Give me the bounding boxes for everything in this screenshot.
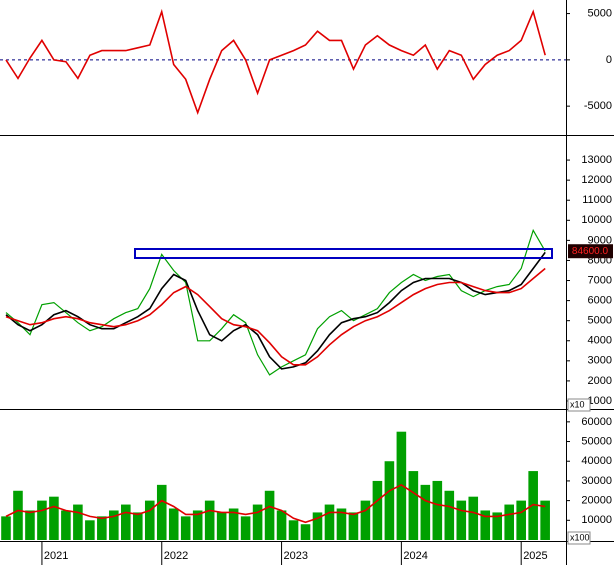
x-tick-label: 2023: [284, 550, 308, 562]
volume-bar: [384, 461, 395, 540]
resistance-box: [134, 248, 553, 259]
y-tick-label: 60000: [581, 416, 612, 428]
y-tick-label: 5000: [588, 315, 612, 327]
volume-bar: [492, 512, 503, 540]
volume-bar: [156, 484, 167, 540]
volume-bar: [348, 512, 359, 540]
volume-bar: [312, 512, 323, 540]
volume-bar: [228, 508, 239, 540]
y-tick-label: 50000: [581, 435, 612, 447]
volume-bar: [336, 508, 347, 540]
volume-bar: [109, 510, 119, 540]
y-tick-label: 7000: [588, 274, 612, 286]
volume-bar: [276, 510, 287, 540]
volume-bar: [49, 496, 59, 540]
volume-bar: [252, 504, 263, 540]
unit-box: [567, 531, 591, 545]
y-tick-label: 9000: [588, 234, 612, 246]
volume-bar: [13, 490, 23, 540]
volume-bar: [360, 500, 371, 540]
volume-bar: [288, 520, 299, 540]
volume-bar: [300, 524, 311, 540]
volume-bar: [456, 500, 467, 540]
y-tick-label: -5000: [584, 100, 612, 112]
y-unit-label: x10: [570, 399, 585, 409]
y-tick-label: 10000: [581, 214, 612, 226]
volume-bar: [37, 500, 47, 540]
volume-bar: [264, 490, 275, 540]
volume-bar: [444, 490, 455, 540]
series-line: [5, 483, 546, 524]
last-value-box: [568, 244, 613, 259]
y-tick-label: 4000: [588, 335, 612, 347]
y-tick-label: 2000: [588, 375, 612, 387]
volume-bar: [504, 504, 515, 540]
volume-bar: [121, 504, 131, 540]
y-tick-label: 40000: [581, 455, 612, 467]
volume-bar: [516, 500, 526, 540]
x-tick-label: 2021: [44, 550, 68, 562]
volume-bar: [1, 516, 11, 540]
y-tick-label: 20000: [581, 495, 612, 507]
volume-bar: [61, 510, 71, 540]
volume-bar: [432, 480, 443, 540]
y-tick-label: 5000: [588, 7, 612, 19]
volume-bar: [192, 510, 203, 540]
y-tick-label: 6000: [588, 295, 612, 307]
x-tick-label: 2025: [523, 550, 547, 562]
volume-bar: [168, 508, 179, 540]
y-tick-label: 3000: [588, 355, 612, 367]
y-tick-label: 0: [606, 54, 612, 66]
volume-bar: [408, 471, 419, 540]
unit-box: [567, 398, 591, 412]
last-value-label: 84600.0: [572, 246, 609, 257]
volume-bar: [180, 516, 191, 540]
x-tick-label: 2024: [403, 550, 427, 562]
volume-bar: [240, 516, 251, 540]
volume-bar: [85, 520, 95, 540]
volume-bar: [468, 496, 479, 540]
y-tick-label: 13000: [581, 154, 612, 166]
volume-bar: [97, 516, 107, 540]
y-tick-label: 1000: [588, 395, 612, 407]
y-tick-label: 10000: [581, 514, 612, 526]
volume-bar: [204, 500, 215, 540]
volume-bar: [216, 512, 227, 540]
y-tick-label: 30000: [581, 475, 612, 487]
volume-bar: [324, 504, 335, 540]
volume-bar: [396, 431, 407, 540]
volume-bar: [144, 500, 155, 540]
volume-bar: [73, 504, 83, 540]
volume-bar: [540, 500, 550, 540]
volume-bar: [25, 510, 35, 540]
volume-bar: [372, 480, 383, 540]
y-tick-label: 11000: [582, 194, 612, 206]
series-line: [5, 251, 546, 370]
y-unit-label: x100: [570, 532, 590, 542]
volume-bar: [420, 484, 431, 540]
y-tick-label: 12000: [581, 174, 612, 186]
x-tick-label: 2022: [164, 550, 188, 562]
series-line: [5, 8, 546, 115]
volume-bar: [480, 510, 491, 540]
volume-bar: [132, 512, 143, 540]
series-line: [5, 267, 546, 366]
